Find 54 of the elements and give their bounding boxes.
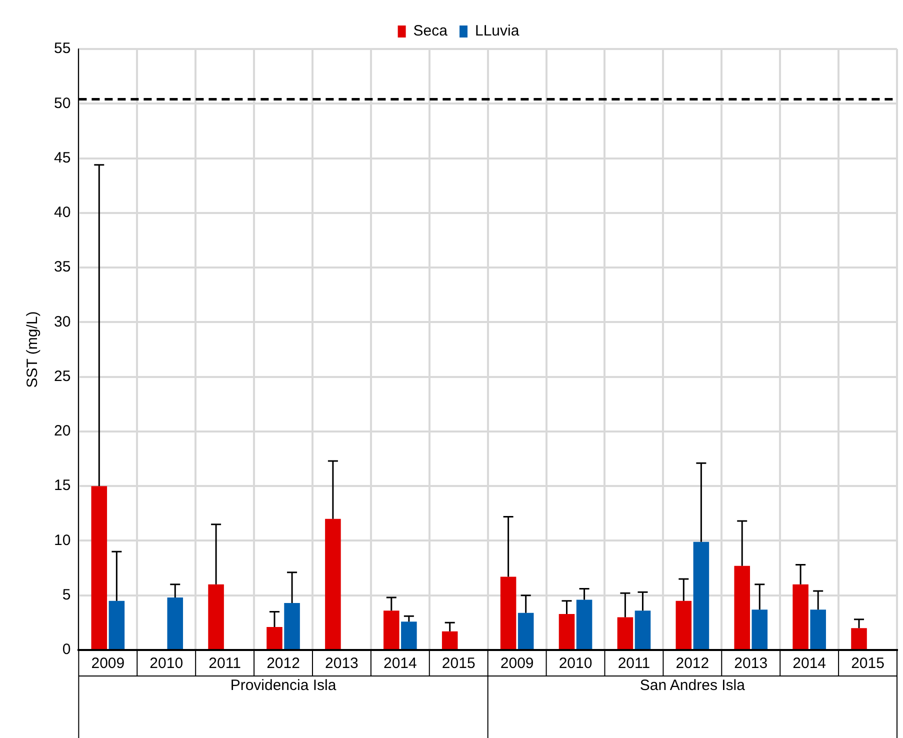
bar <box>558 614 575 649</box>
x-tick-label: 2012 <box>676 655 710 672</box>
bar <box>325 518 341 649</box>
bar <box>108 600 125 649</box>
bar <box>576 600 592 649</box>
y-tick-label: 5 <box>62 586 71 604</box>
x-tick-label: 2010 <box>150 655 184 672</box>
x-tick-label: 2012 <box>266 655 300 672</box>
y-tick-label: 45 <box>54 149 71 166</box>
y-tick-label: 20 <box>54 422 71 440</box>
bar <box>384 610 400 649</box>
x-tick-label: 2011 <box>208 655 241 672</box>
bar <box>810 610 826 649</box>
text: Providencia Isla <box>230 677 337 694</box>
y-tick-label: 40 <box>54 204 71 222</box>
x-tick-label: 2011 <box>618 655 650 672</box>
bar <box>500 576 516 649</box>
x-tick-label: 2013 <box>734 655 768 672</box>
y-tick-label: 30 <box>54 313 71 330</box>
legend-label: Seca <box>413 22 448 40</box>
bar <box>401 622 417 649</box>
bar <box>208 584 224 649</box>
x-tick-label: 2014 <box>383 655 417 672</box>
bar <box>676 600 692 649</box>
x-tick-label: 2014 <box>792 655 826 672</box>
x-tick-label: 2015 <box>442 655 476 672</box>
x-tick-label: 2013 <box>325 655 358 672</box>
y-tick-label: 0 <box>62 641 71 658</box>
x-tick-label: 2009 <box>500 655 534 672</box>
text: San Andres Isla <box>640 677 746 694</box>
bar <box>752 610 768 649</box>
bar <box>734 566 750 649</box>
y-tick-label: 10 <box>54 532 71 549</box>
bar <box>266 627 282 649</box>
bar <box>792 584 808 649</box>
legend-label: LLuvia <box>474 22 520 40</box>
y-tick-label: 50 <box>54 94 71 112</box>
y-tick-label: 15 <box>54 477 71 494</box>
x-tick-label: 2015 <box>851 655 884 672</box>
bar <box>91 486 108 649</box>
x-tick-label: 2009 <box>91 655 125 672</box>
x-tick-label: 2010 <box>558 655 592 672</box>
bar <box>617 617 634 649</box>
bar <box>693 542 710 649</box>
y-axis-title: SST (mg/L) <box>24 311 42 388</box>
y-tick-label: 55 <box>54 40 71 58</box>
y-tick-label: 25 <box>54 368 71 385</box>
y-tick-label: 35 <box>54 258 71 276</box>
bar <box>634 610 651 649</box>
bar <box>167 598 184 649</box>
bar <box>851 628 867 649</box>
bar <box>518 612 534 649</box>
bar <box>284 603 300 649</box>
bar <box>442 631 458 649</box>
